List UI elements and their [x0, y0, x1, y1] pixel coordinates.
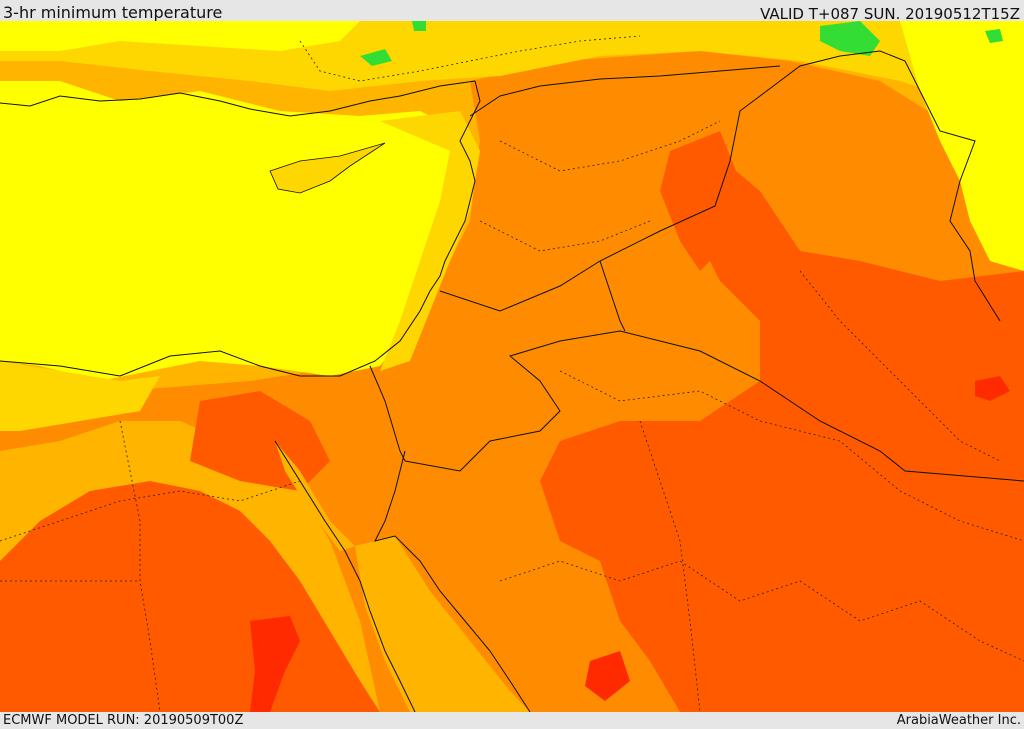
- sea-mediterranean: [0, 81, 460, 381]
- coast-red-sea-west: [274, 440, 416, 712]
- dotted-boundary-9: [799, 270, 1001, 462]
- border-egypt-sinai: [369, 365, 406, 462]
- band-turkey-yellow: [0, 21, 360, 51]
- footer-bar: ECMWF MODEL RUN: 20190509T00Z ArabiaWeat…: [0, 712, 1024, 729]
- sea-red-sea: [355, 536, 530, 712]
- border-iraq-saudi: [599, 260, 626, 332]
- coast-turkey-south: [0, 80, 476, 117]
- band-iran-yellow: [900, 21, 1024, 271]
- header-bar: 3-hr minimum temperature VALID T+087 SUN…: [0, 0, 1024, 23]
- band-egypt-north: [0, 361, 160, 431]
- green-patch-caucasus: [820, 21, 880, 56]
- map-title: 3-hr minimum temperature: [3, 3, 223, 22]
- green-patch-turkey-2: [412, 21, 426, 31]
- temperature-map[interactable]: [0, 21, 1024, 712]
- dotted-boundary-6: [119, 420, 161, 712]
- dotted-boundary-4: [499, 560, 1024, 662]
- valid-time-label: VALID T+087 SUN. 20190512T15Z: [760, 5, 1020, 23]
- border-syria-turkey: [469, 65, 781, 117]
- green-patch-iran: [985, 29, 1003, 43]
- region-dark-orange-east: [540, 141, 1024, 712]
- credit-label: ArabiaWeather Inc.: [896, 713, 1021, 728]
- border-jordan-saudi: [404, 330, 1024, 482]
- model-run-label: ECMWF MODEL RUN: 20190509T00Z: [3, 713, 244, 728]
- dotted-boundary-10: [299, 35, 641, 82]
- dotted-boundary-5: [0, 480, 301, 542]
- dotted-boundary-1: [499, 120, 721, 172]
- hotspot-south: [585, 651, 630, 701]
- coast-red-sea-east: [374, 450, 531, 712]
- dotted-boundary-8: [639, 420, 701, 712]
- island-cyprus: [269, 142, 386, 194]
- band-coastal-yellow-orange: [380, 111, 480, 371]
- hotspot-east: [975, 376, 1010, 401]
- coast-levant: [0, 80, 481, 377]
- border-syria-iraq: [439, 50, 1001, 322]
- sea-gulf-of-suez: [275, 441, 355, 551]
- green-patch-turkey: [360, 49, 392, 66]
- dotted-boundary-3: [559, 370, 1024, 542]
- region-dark-orange-north: [660, 131, 740, 271]
- hotspot-nile: [250, 616, 300, 712]
- map-canvas: [0, 21, 1024, 712]
